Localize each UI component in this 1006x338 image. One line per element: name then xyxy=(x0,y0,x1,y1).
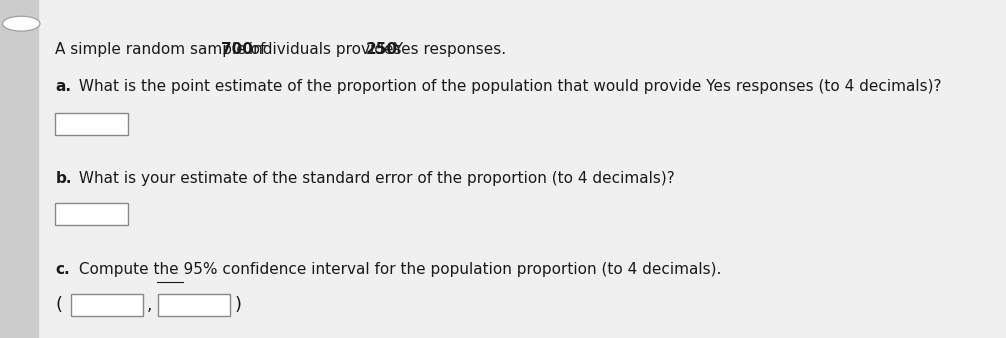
Text: a.: a. xyxy=(55,79,71,94)
Text: 700: 700 xyxy=(221,42,253,57)
Text: Compute the 95% confidence interval for the population proportion (to 4 decimals: Compute the 95% confidence interval for … xyxy=(74,262,721,277)
Text: (: ( xyxy=(55,296,62,314)
Circle shape xyxy=(3,16,40,31)
FancyBboxPatch shape xyxy=(55,113,128,135)
Text: individuals provides: individuals provides xyxy=(244,42,406,57)
Text: b.: b. xyxy=(55,171,71,186)
FancyBboxPatch shape xyxy=(158,294,230,316)
FancyBboxPatch shape xyxy=(55,203,128,225)
Text: A simple random sample of: A simple random sample of xyxy=(55,42,271,57)
Text: What is the point estimate of the proportion of the population that would provid: What is the point estimate of the propor… xyxy=(74,79,942,94)
Text: What is your estimate of the standard error of the proportion (to 4 decimals)?: What is your estimate of the standard er… xyxy=(74,171,675,186)
Bar xyxy=(0,0,38,338)
Text: c.: c. xyxy=(55,262,69,277)
Text: Yes responses.: Yes responses. xyxy=(388,42,506,57)
Text: 250: 250 xyxy=(365,42,397,57)
Text: ): ) xyxy=(234,296,241,314)
Text: ,: , xyxy=(147,296,153,314)
FancyBboxPatch shape xyxy=(70,294,143,316)
